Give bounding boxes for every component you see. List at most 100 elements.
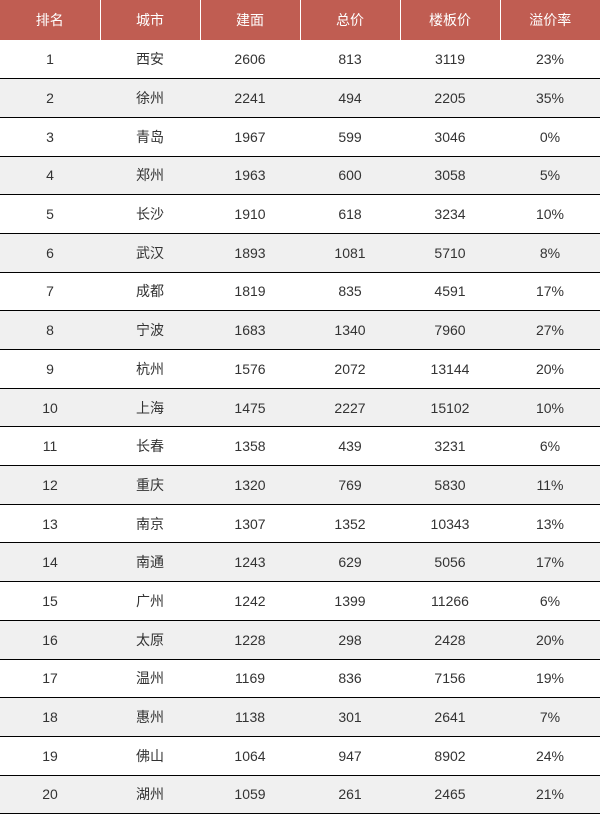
cell-premium: 17% [500,272,600,311]
cell-floor_price: 3058 [400,156,500,195]
cell-area: 1893 [200,233,300,272]
cell-area: 1320 [200,466,300,505]
cell-rank: 12 [0,466,100,505]
cell-city: 杭州 [100,350,200,389]
cell-total: 494 [300,79,400,118]
cell-total: 629 [300,543,400,582]
table-row: 7成都1819835459117% [0,272,600,311]
cell-rank: 5 [0,195,100,234]
cell-rank: 9 [0,350,100,389]
cell-city: 宁波 [100,311,200,350]
table-header: 排名城市建面总价楼板价溢价率 [0,0,600,40]
cell-city: 佛山 [100,736,200,775]
cell-premium: 0% [500,117,600,156]
cell-floor_price: 3046 [400,117,500,156]
cell-rank: 3 [0,117,100,156]
cell-total: 2072 [300,350,400,389]
table-row: 17温州1169836715619% [0,659,600,698]
cell-floor_price: 11266 [400,582,500,621]
table-row: 18惠州113830126417% [0,698,600,737]
cell-rank: 10 [0,388,100,427]
cell-floor_price: 7156 [400,659,500,698]
cell-total: 769 [300,466,400,505]
cell-floor_price: 2205 [400,79,500,118]
cell-rank: 19 [0,736,100,775]
cell-rank: 13 [0,504,100,543]
cell-rank: 7 [0,272,100,311]
cell-area: 1576 [200,350,300,389]
cell-total: 947 [300,736,400,775]
cell-city: 长沙 [100,195,200,234]
cell-rank: 16 [0,620,100,659]
cell-floor_price: 2428 [400,620,500,659]
cell-total: 618 [300,195,400,234]
city-ranking-table-container: 排名城市建面总价楼板价溢价率 1西安2606813311923%2徐州22414… [0,0,600,814]
cell-premium: 6% [500,427,600,466]
cell-city: 武汉 [100,233,200,272]
cell-city: 广州 [100,582,200,621]
cell-city: 南通 [100,543,200,582]
cell-floor_price: 10343 [400,504,500,543]
col-header-premium: 溢价率 [500,0,600,40]
table-row: 6武汉1893108157108% [0,233,600,272]
cell-floor_price: 5830 [400,466,500,505]
cell-floor_price: 3231 [400,427,500,466]
cell-total: 1352 [300,504,400,543]
cell-premium: 7% [500,698,600,737]
col-header-floor_price: 楼板价 [400,0,500,40]
table-row: 14南通1243629505617% [0,543,600,582]
city-ranking-table: 排名城市建面总价楼板价溢价率 1西安2606813311923%2徐州22414… [0,0,600,814]
cell-rank: 4 [0,156,100,195]
cell-area: 1169 [200,659,300,698]
cell-premium: 35% [500,79,600,118]
table-row: 5长沙1910618323410% [0,195,600,234]
cell-area: 1242 [200,582,300,621]
cell-premium: 23% [500,40,600,79]
col-header-area: 建面 [200,0,300,40]
cell-premium: 19% [500,659,600,698]
cell-floor_price: 5056 [400,543,500,582]
table-row: 19佛山1064947890224% [0,736,600,775]
cell-rank: 20 [0,775,100,814]
cell-premium: 11% [500,466,600,505]
cell-premium: 17% [500,543,600,582]
cell-area: 1228 [200,620,300,659]
cell-rank: 11 [0,427,100,466]
cell-floor_price: 2641 [400,698,500,737]
table-row: 2徐州2241494220535% [0,79,600,118]
cell-total: 599 [300,117,400,156]
cell-premium: 5% [500,156,600,195]
cell-total: 298 [300,620,400,659]
table-row: 16太原1228298242820% [0,620,600,659]
cell-area: 1910 [200,195,300,234]
cell-total: 439 [300,427,400,466]
cell-area: 1475 [200,388,300,427]
cell-area: 2241 [200,79,300,118]
cell-floor_price: 4591 [400,272,500,311]
table-row: 3青岛196759930460% [0,117,600,156]
table-row: 12重庆1320769583011% [0,466,600,505]
cell-rank: 6 [0,233,100,272]
table-row: 10上海147522271510210% [0,388,600,427]
cell-premium: 13% [500,504,600,543]
cell-total: 835 [300,272,400,311]
cell-premium: 27% [500,311,600,350]
cell-city: 温州 [100,659,200,698]
cell-total: 836 [300,659,400,698]
cell-city: 惠州 [100,698,200,737]
table-row: 11长春135843932316% [0,427,600,466]
cell-floor_price: 2465 [400,775,500,814]
cell-total: 1340 [300,311,400,350]
table-row: 20湖州1059261246521% [0,775,600,814]
cell-premium: 8% [500,233,600,272]
cell-total: 301 [300,698,400,737]
cell-total: 1081 [300,233,400,272]
cell-city: 重庆 [100,466,200,505]
cell-area: 1967 [200,117,300,156]
cell-area: 1683 [200,311,300,350]
cell-total: 261 [300,775,400,814]
cell-area: 1064 [200,736,300,775]
table-row: 15广州12421399112666% [0,582,600,621]
cell-total: 813 [300,40,400,79]
cell-premium: 10% [500,195,600,234]
